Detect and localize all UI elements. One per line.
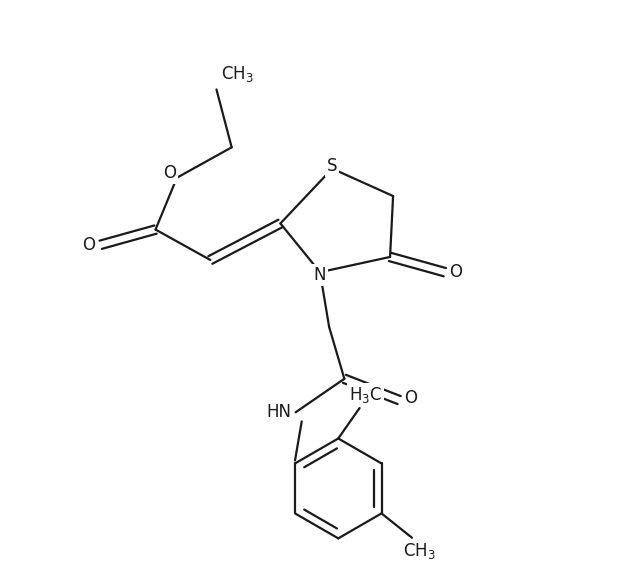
Text: O: O	[82, 236, 95, 254]
Text: CH$_3$: CH$_3$	[403, 541, 436, 561]
Text: S: S	[327, 157, 337, 174]
Text: O: O	[449, 263, 462, 281]
Text: O: O	[404, 389, 417, 407]
Text: N: N	[314, 266, 326, 284]
Text: HN: HN	[266, 403, 291, 421]
Text: H$_3$C: H$_3$C	[349, 384, 382, 404]
Text: O: O	[163, 164, 176, 182]
Text: CH$_3$: CH$_3$	[221, 64, 254, 84]
